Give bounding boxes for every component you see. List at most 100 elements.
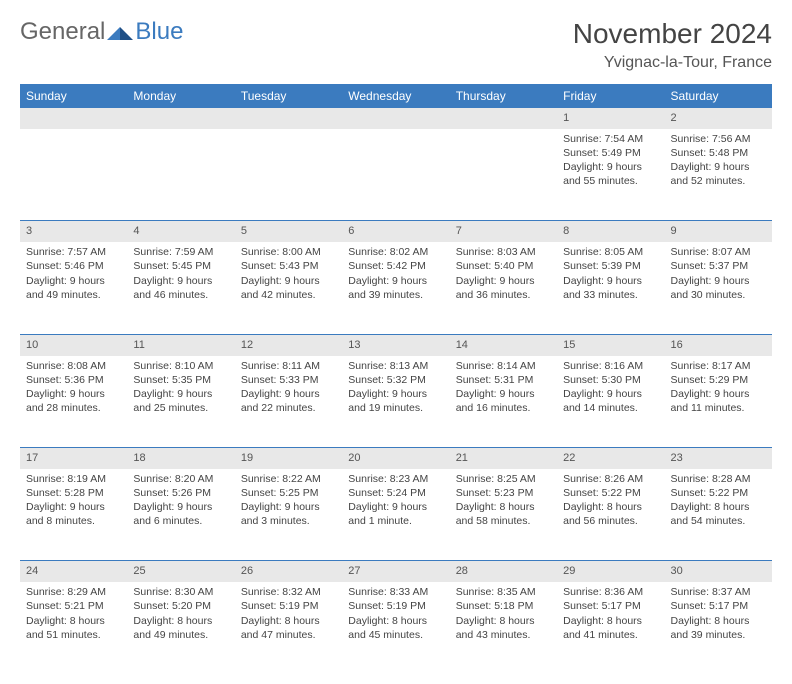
daybody-row: Sunrise: 7:57 AMSunset: 5:46 PMDaylight:… [20, 242, 772, 334]
calendar-table: Sunday Monday Tuesday Wednesday Thursday… [20, 84, 772, 674]
day-number-cell: 3 [20, 221, 127, 242]
day-number-cell: 14 [450, 334, 557, 355]
sunrise-text: Sunrise: 8:35 AM [456, 585, 551, 599]
sunrise-text: Sunrise: 8:20 AM [133, 472, 228, 486]
daylight-text: Daylight: 8 hours and 43 minutes. [456, 614, 551, 642]
sunset-text: Sunset: 5:29 PM [671, 373, 766, 387]
day-body-cell: Sunrise: 8:29 AMSunset: 5:21 PMDaylight:… [20, 582, 127, 674]
day-body-cell: Sunrise: 8:23 AMSunset: 5:24 PMDaylight:… [342, 469, 449, 561]
daylight-text: Daylight: 9 hours and 3 minutes. [241, 500, 336, 528]
sunrise-text: Sunrise: 8:32 AM [241, 585, 336, 599]
day-number-cell: 13 [342, 334, 449, 355]
day-number-cell: 23 [665, 448, 772, 469]
day-number-cell: 28 [450, 561, 557, 582]
sunset-text: Sunset: 5:39 PM [563, 259, 658, 273]
day-body-cell: Sunrise: 8:37 AMSunset: 5:17 PMDaylight:… [665, 582, 772, 674]
sunset-text: Sunset: 5:18 PM [456, 599, 551, 613]
daylight-text: Daylight: 8 hours and 56 minutes. [563, 500, 658, 528]
day-number-cell [342, 108, 449, 129]
weekday-header: Thursday [450, 84, 557, 108]
sunrise-text: Sunrise: 7:56 AM [671, 132, 766, 146]
daylight-text: Daylight: 8 hours and 39 minutes. [671, 614, 766, 642]
weekday-header: Tuesday [235, 84, 342, 108]
sunset-text: Sunset: 5:32 PM [348, 373, 443, 387]
day-number-cell: 27 [342, 561, 449, 582]
sunrise-text: Sunrise: 8:08 AM [26, 359, 121, 373]
sunset-text: Sunset: 5:21 PM [26, 599, 121, 613]
daylight-text: Daylight: 8 hours and 54 minutes. [671, 500, 766, 528]
day-number-cell [127, 108, 234, 129]
day-number-cell: 22 [557, 448, 664, 469]
daylight-text: Daylight: 9 hours and 30 minutes. [671, 274, 766, 302]
sunset-text: Sunset: 5:45 PM [133, 259, 228, 273]
day-body-cell [342, 129, 449, 221]
day-body-cell: Sunrise: 8:05 AMSunset: 5:39 PMDaylight:… [557, 242, 664, 334]
day-number-cell: 16 [665, 334, 772, 355]
sunrise-text: Sunrise: 8:07 AM [671, 245, 766, 259]
sunset-text: Sunset: 5:42 PM [348, 259, 443, 273]
daylight-text: Daylight: 8 hours and 45 minutes. [348, 614, 443, 642]
sunrise-text: Sunrise: 8:11 AM [241, 359, 336, 373]
daylight-text: Daylight: 9 hours and 42 minutes. [241, 274, 336, 302]
day-body-cell: Sunrise: 8:26 AMSunset: 5:22 PMDaylight:… [557, 469, 664, 561]
sunrise-text: Sunrise: 7:59 AM [133, 245, 228, 259]
day-number-cell: 25 [127, 561, 234, 582]
day-number-cell [20, 108, 127, 129]
daylight-text: Daylight: 8 hours and 58 minutes. [456, 500, 551, 528]
sunset-text: Sunset: 5:36 PM [26, 373, 121, 387]
sunrise-text: Sunrise: 8:36 AM [563, 585, 658, 599]
sunrise-text: Sunrise: 8:25 AM [456, 472, 551, 486]
day-body-cell: Sunrise: 8:28 AMSunset: 5:22 PMDaylight:… [665, 469, 772, 561]
day-number-cell: 8 [557, 221, 664, 242]
header: General Blue November 2024 Yvignac-la-To… [20, 18, 772, 72]
day-body-cell: Sunrise: 8:22 AMSunset: 5:25 PMDaylight:… [235, 469, 342, 561]
weekday-header: Friday [557, 84, 664, 108]
daylight-text: Daylight: 9 hours and 14 minutes. [563, 387, 658, 415]
daylight-text: Daylight: 9 hours and 33 minutes. [563, 274, 658, 302]
day-body-cell: Sunrise: 8:10 AMSunset: 5:35 PMDaylight:… [127, 356, 234, 448]
day-number-cell: 4 [127, 221, 234, 242]
day-body-cell: Sunrise: 8:02 AMSunset: 5:42 PMDaylight:… [342, 242, 449, 334]
sunrise-text: Sunrise: 8:13 AM [348, 359, 443, 373]
sunrise-text: Sunrise: 8:14 AM [456, 359, 551, 373]
sunrise-text: Sunrise: 8:03 AM [456, 245, 551, 259]
daylight-text: Daylight: 9 hours and 36 minutes. [456, 274, 551, 302]
day-body-cell: Sunrise: 8:16 AMSunset: 5:30 PMDaylight:… [557, 356, 664, 448]
sunset-text: Sunset: 5:24 PM [348, 486, 443, 500]
weekday-header: Saturday [665, 84, 772, 108]
sunrise-text: Sunrise: 8:02 AM [348, 245, 443, 259]
day-body-cell: Sunrise: 8:11 AMSunset: 5:33 PMDaylight:… [235, 356, 342, 448]
sunrise-text: Sunrise: 8:28 AM [671, 472, 766, 486]
sunset-text: Sunset: 5:19 PM [241, 599, 336, 613]
daynum-row: 12 [20, 108, 772, 129]
weekday-header: Wednesday [342, 84, 449, 108]
sunset-text: Sunset: 5:35 PM [133, 373, 228, 387]
day-number-cell: 18 [127, 448, 234, 469]
day-number-cell: 7 [450, 221, 557, 242]
sunrise-text: Sunrise: 7:54 AM [563, 132, 658, 146]
logo: General Blue [20, 18, 183, 46]
daynum-row: 17181920212223 [20, 448, 772, 469]
day-body-cell: Sunrise: 7:56 AMSunset: 5:48 PMDaylight:… [665, 129, 772, 221]
day-body-cell [127, 129, 234, 221]
sunset-text: Sunset: 5:30 PM [563, 373, 658, 387]
sunset-text: Sunset: 5:22 PM [671, 486, 766, 500]
day-number-cell: 29 [557, 561, 664, 582]
day-body-cell: Sunrise: 8:20 AMSunset: 5:26 PMDaylight:… [127, 469, 234, 561]
day-body-cell: Sunrise: 7:59 AMSunset: 5:45 PMDaylight:… [127, 242, 234, 334]
day-body-cell: Sunrise: 8:32 AMSunset: 5:19 PMDaylight:… [235, 582, 342, 674]
location: Yvignac-la-Tour, France [573, 54, 772, 72]
month-title: November 2024 [573, 18, 772, 50]
sunset-text: Sunset: 5:46 PM [26, 259, 121, 273]
sunrise-text: Sunrise: 8:10 AM [133, 359, 228, 373]
sunrise-text: Sunrise: 8:26 AM [563, 472, 658, 486]
day-number-cell: 26 [235, 561, 342, 582]
daynum-row: 3456789 [20, 221, 772, 242]
sunset-text: Sunset: 5:19 PM [348, 599, 443, 613]
day-body-cell: Sunrise: 8:13 AMSunset: 5:32 PMDaylight:… [342, 356, 449, 448]
day-body-cell [450, 129, 557, 221]
day-body-cell: Sunrise: 8:00 AMSunset: 5:43 PMDaylight:… [235, 242, 342, 334]
day-number-cell: 11 [127, 334, 234, 355]
day-body-cell: Sunrise: 8:07 AMSunset: 5:37 PMDaylight:… [665, 242, 772, 334]
daylight-text: Daylight: 8 hours and 47 minutes. [241, 614, 336, 642]
